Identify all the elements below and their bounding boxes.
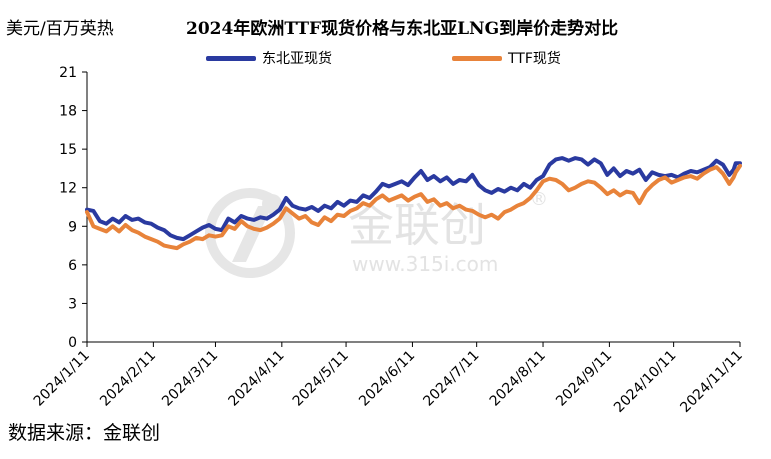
watermark-url: www.315i.com — [352, 252, 498, 276]
x-tick-label: 2024/1/11 — [31, 348, 93, 410]
x-tick-label: 2024/2/11 — [97, 348, 159, 410]
y-tick-label: 18 — [59, 104, 77, 120]
x-tick-label: 2024/5/11 — [290, 348, 352, 410]
x-tick-label: 2024/8/11 — [487, 348, 549, 410]
series-line-ttf — [85, 163, 742, 251]
y-tick-label: 9 — [68, 219, 77, 235]
x-tick-label: 2024/7/11 — [420, 348, 482, 410]
y-tick-label: 3 — [68, 296, 77, 312]
x-tick-label: 2024/3/11 — [159, 348, 221, 410]
x-tick-label: 2024/4/11 — [226, 348, 288, 410]
legend-item-ttf: TTF现货 — [452, 48, 561, 68]
series-lines — [85, 156, 742, 251]
y-tick-label: 6 — [68, 258, 77, 274]
y-tick-label: 12 — [59, 181, 77, 197]
x-tick-label: 2024/10/11 — [611, 348, 679, 416]
series-line-northeast-asia — [85, 156, 742, 242]
legend-swatch-ttf — [452, 55, 502, 61]
y-tick-label: 21 — [59, 65, 77, 81]
legend-item-northeast-asia: 东北亚现货 — [206, 48, 332, 68]
legend-label-northeast-asia: 东北亚现货 — [262, 51, 332, 67]
source-note: 数据来源：金联创 — [8, 422, 161, 444]
y-tick-label: 15 — [59, 142, 77, 158]
x-tick-label: 2024/11/11 — [677, 348, 745, 416]
unit-label: 美元/百万英热 — [6, 19, 114, 39]
legend-label-ttf: TTF现货 — [508, 51, 561, 67]
legend-swatch-northeast-asia — [206, 55, 256, 61]
x-tick-label: 2024/6/11 — [356, 348, 418, 410]
y-tick-label: 0 — [68, 335, 77, 351]
chart-title: 2024年欧洲TTF现货价格与东北亚LNG到岸价走势对比 — [186, 19, 619, 39]
x-tick-label: 2024/9/11 — [553, 348, 615, 410]
watermark-logo-icon — [205, 188, 295, 278]
watermark: 金联创 ® www.315i.com — [205, 188, 548, 278]
